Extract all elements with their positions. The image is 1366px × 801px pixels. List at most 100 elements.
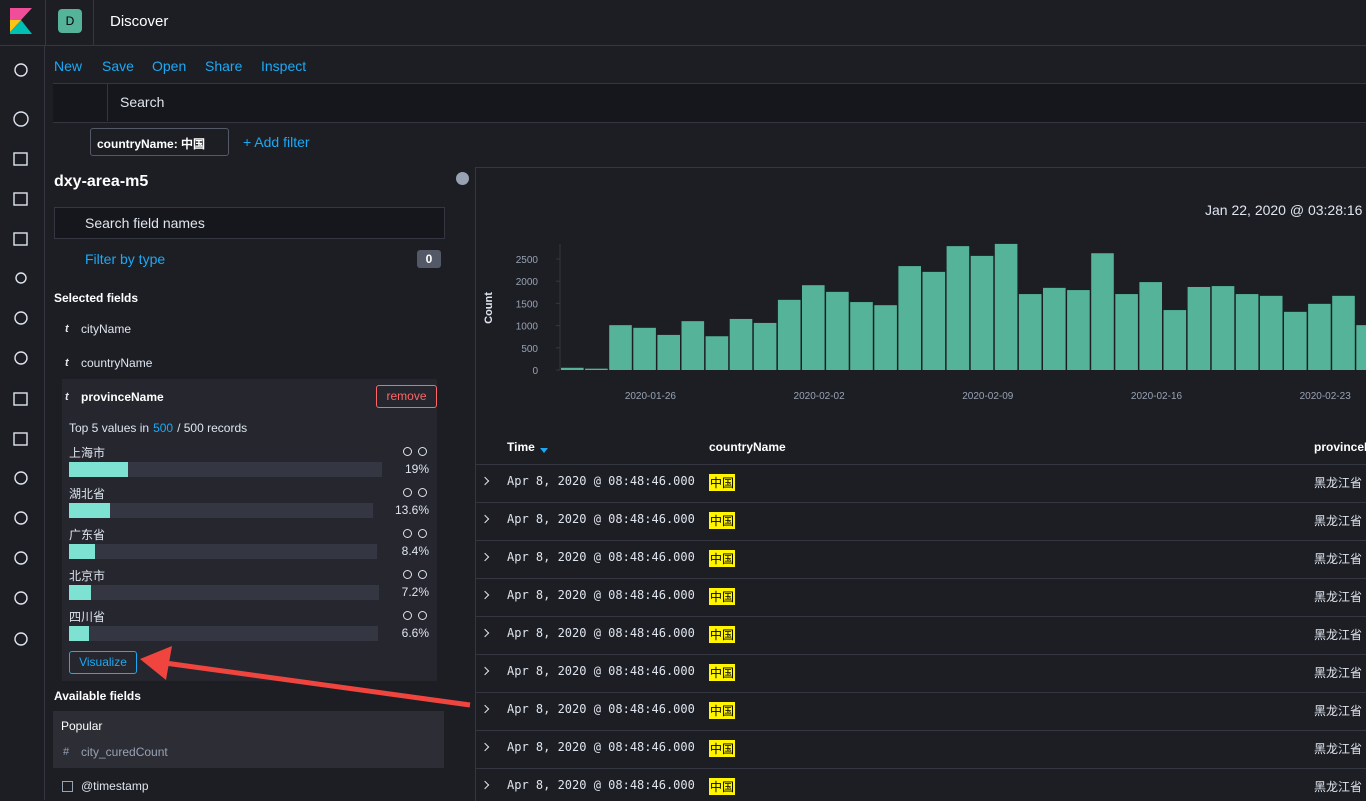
column-header[interactable]: Time — [507, 440, 535, 454]
zoom-icon[interactable] — [403, 570, 412, 579]
zoom-icon[interactable] — [403, 447, 412, 456]
zoom-icon[interactable] — [418, 529, 427, 538]
value-bar — [69, 544, 95, 559]
collapse-button[interactable] — [456, 172, 469, 185]
column-header[interactable]: countryName — [709, 440, 786, 454]
summary-part: / 500 records — [177, 421, 248, 435]
value-track — [69, 626, 378, 641]
value-name: 湖北省 — [69, 487, 106, 501]
zoom-icon[interactable] — [418, 447, 427, 456]
separator — [45, 0, 46, 45]
cell-time: Apr 8, 2020 @ 08:48:46.000 — [507, 550, 695, 564]
separator — [93, 0, 94, 45]
field-name[interactable]: provinceName — [81, 390, 164, 404]
value-track — [69, 544, 377, 559]
top-bar — [0, 0, 1366, 46]
value-name: 上海市 — [69, 446, 106, 460]
row-border — [476, 502, 1366, 503]
cell-country: 中国 — [709, 588, 736, 605]
column-header[interactable]: provinceName — [1314, 440, 1366, 454]
x-tick-label: 2020-02-16 — [1131, 391, 1183, 402]
zoom-icon[interactable] — [403, 529, 412, 538]
bar — [850, 302, 873, 370]
add-filter[interactable]: + Add filter — [243, 134, 310, 150]
field-name[interactable]: city_curedCount — [81, 745, 168, 759]
zoom-icon[interactable] — [418, 570, 427, 579]
logo — [10, 8, 32, 34]
filter-by-type[interactable]: Filter by type — [85, 251, 166, 267]
cell-province: 黑龙江省 — [1314, 552, 1363, 566]
section-title: Selected fields — [54, 291, 139, 305]
cell-time: Apr 8, 2020 @ 08:48:46.000 — [507, 702, 695, 716]
bar — [1332, 295, 1355, 370]
cell-province: 黑龙江省 — [1314, 590, 1363, 604]
cell-province: 黑龙江省 — [1314, 780, 1363, 794]
bar — [1308, 303, 1331, 370]
field-search-box[interactable] — [54, 207, 445, 239]
bar — [1139, 282, 1162, 370]
x-tick-label: 2020-02-02 — [794, 391, 846, 402]
type-count: 0 — [425, 252, 433, 266]
search-divider — [107, 84, 108, 121]
zoom-icon[interactable] — [403, 488, 412, 497]
zoom-icon[interactable] — [418, 611, 427, 620]
y-tick-label: 0 — [532, 366, 538, 377]
bar — [1187, 286, 1211, 370]
visualize-label[interactable]: Visualize — [79, 655, 127, 669]
search-input[interactable]: Search — [120, 94, 165, 110]
bar — [874, 305, 897, 370]
filter-pill[interactable] — [90, 128, 229, 156]
menu-item[interactable]: Inspect — [261, 58, 307, 74]
x-tick-label: 2020-02-23 — [1300, 391, 1352, 402]
histogram: Jan 22, 2020 @ 03:28:16 Count 0 500 1000 1500… — [483, 202, 1366, 402]
cell-country: 中国 — [709, 626, 736, 643]
filter-pill-label[interactable]: countryName: 中国 — [97, 137, 206, 151]
value-track — [69, 462, 382, 477]
y-tick-label: 1500 — [516, 299, 539, 310]
menu-item[interactable]: Open — [152, 58, 187, 74]
cell-province: 黑龙江省 — [1314, 628, 1363, 642]
visualize-button[interactable] — [69, 651, 137, 674]
field-type: t — [65, 357, 69, 369]
bar — [1043, 287, 1066, 370]
zoom-icon[interactable] — [418, 488, 427, 497]
remove-label[interactable]: remove — [386, 389, 427, 403]
field-name[interactable]: cityName — [81, 322, 132, 336]
bar — [970, 255, 994, 370]
summary-part[interactable]: 500 — [153, 421, 174, 435]
cell-time: Apr 8, 2020 @ 08:48:46.000 — [507, 626, 695, 640]
bar — [994, 243, 1018, 370]
value-percent: 19% — [404, 462, 429, 476]
zoom-icon[interactable] — [403, 611, 412, 620]
bar — [1284, 311, 1307, 370]
cell-time: Apr 8, 2020 @ 08:48:46.000 — [507, 740, 695, 754]
row-border — [476, 464, 1366, 465]
x-tick-label: 2020-02-09 — [962, 391, 1014, 402]
menu-item[interactable]: Save — [102, 58, 134, 74]
y-axis-label: Count — [483, 292, 495, 324]
cell-time: Apr 8, 2020 @ 08:48:46.000 — [507, 664, 695, 678]
bar — [826, 291, 849, 370]
menu-item[interactable]: New — [54, 58, 83, 74]
summary: Top 5 values in 500/ 500 records — [69, 421, 251, 435]
index-pattern[interactable]: dxy-area-m5 — [54, 173, 149, 190]
cell-time: Apr 8, 2020 @ 08:48:46.000 — [507, 474, 695, 488]
bar — [729, 318, 753, 370]
row-border — [476, 578, 1366, 579]
nav-icons — [13, 63, 29, 646]
bar — [1163, 310, 1187, 370]
cell-province: 黑龙江省 — [1314, 476, 1363, 490]
content-border — [475, 167, 1366, 801]
search-bar[interactable] — [53, 83, 1366, 123]
bar — [1259, 295, 1283, 370]
field-name[interactable]: countryName — [81, 356, 153, 370]
bar — [705, 336, 729, 370]
field-search[interactable]: Search field names — [85, 215, 205, 231]
field-name[interactable]: @timestamp — [81, 779, 149, 793]
menu-item[interactable]: Share — [205, 58, 243, 74]
bar — [681, 321, 705, 370]
remove-button[interactable] — [376, 385, 437, 408]
y-tick-label: 2500 — [516, 255, 539, 266]
popular-panel — [53, 711, 444, 768]
